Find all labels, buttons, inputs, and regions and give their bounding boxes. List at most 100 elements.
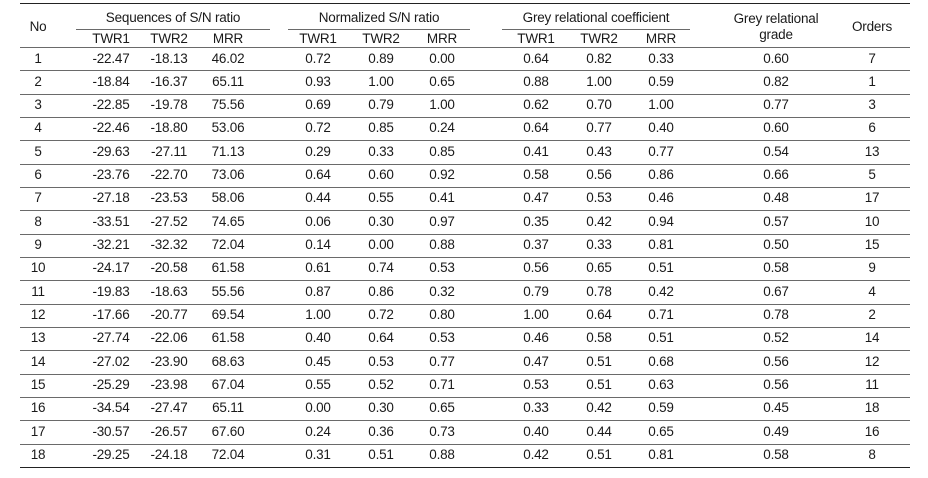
cell-sn-mrr-row18: 72.04	[211, 447, 245, 463]
cell-no-row7: 7	[34, 190, 42, 206]
cell-sn-twr2-row11: -18.63	[150, 283, 188, 299]
cell-grc-mrr-row10: 0.51	[648, 260, 674, 276]
cell-norm-mrr-row4: 0.24	[429, 120, 455, 136]
subheader-grc-twr2: TWR2	[580, 31, 618, 46]
header-group-grc: Grey relational coefficient	[522, 10, 670, 25]
cell-norm-twr1-row6: 0.64	[305, 167, 331, 183]
cell-grc-mrr-row2: 0.59	[648, 73, 674, 89]
cell-grc-twr2-row15: 0.51	[586, 377, 612, 393]
cell-sn-twr1-row10: -24.17	[92, 260, 130, 276]
cell-grc-mrr-row9: 0.81	[648, 237, 674, 253]
cell-sn-mrr-row12: 69.54	[211, 307, 245, 323]
group-underline-grc	[502, 29, 690, 30]
cell-norm-mrr-row14: 0.77	[429, 353, 455, 369]
cell-norm-mrr-row18: 0.88	[429, 447, 455, 463]
cell-sn-twr2-row17: -26.57	[150, 423, 188, 439]
cell-norm-twr1-row4: 0.72	[305, 120, 331, 136]
cell-grc-twr2-row11: 0.78	[586, 283, 612, 299]
cell-norm-twr1-row16: 0.00	[305, 400, 331, 416]
cell-norm-twr2-row1: 0.89	[368, 50, 394, 66]
cell-order-row3: 3	[868, 97, 876, 113]
cell-grade-row12: 0.78	[763, 307, 789, 323]
cell-grade-row15: 0.56	[763, 377, 789, 393]
cell-norm-twr2-row6: 0.60	[368, 167, 394, 183]
cell-grc-twr1-row1: 0.64	[523, 50, 549, 66]
row-divider	[20, 257, 910, 258]
cell-norm-twr2-row17: 0.36	[368, 423, 394, 439]
cell-no-row2: 2	[34, 73, 42, 89]
cell-order-row18: 8	[868, 447, 876, 463]
cell-sn-twr2-row15: -23.98	[150, 377, 188, 393]
cell-sn-mrr-row15: 67.04	[211, 377, 245, 393]
subheader-norm-twr1: TWR1	[299, 31, 337, 46]
header-no: No	[29, 19, 47, 34]
cell-grc-mrr-row7: 0.46	[648, 190, 674, 206]
cell-norm-twr2-row12: 0.72	[368, 307, 394, 323]
cell-sn-mrr-row4: 53.06	[211, 120, 245, 136]
cell-order-row12: 2	[868, 307, 876, 323]
cell-sn-twr1-row1: -22.47	[92, 50, 130, 66]
row-divider	[20, 164, 910, 165]
row-divider	[20, 234, 910, 235]
cell-no-row8: 8	[34, 213, 42, 229]
cell-grc-twr1-row6: 0.58	[523, 167, 549, 183]
cell-no-row9: 9	[34, 237, 42, 253]
cell-grc-twr1-row9: 0.37	[523, 237, 549, 253]
cell-sn-mrr-row17: 67.60	[211, 423, 245, 439]
cell-norm-twr2-row9: 0.00	[368, 237, 394, 253]
subheader-sn-mrr: MRR	[212, 31, 244, 46]
row-divider	[20, 280, 910, 281]
cell-sn-twr1-row7: -27.18	[92, 190, 130, 206]
row-divider	[20, 70, 910, 71]
cell-grc-twr1-row13: 0.46	[523, 330, 549, 346]
cell-no-row1: 1	[34, 50, 42, 66]
cell-grc-mrr-row16: 0.59	[648, 400, 674, 416]
cell-no-row3: 3	[34, 97, 42, 113]
cell-grc-twr2-row3: 0.70	[586, 97, 612, 113]
cell-sn-twr1-row2: -18.84	[92, 73, 130, 89]
cell-grc-twr2-row16: 0.42	[586, 400, 612, 416]
cell-norm-twr2-row14: 0.53	[368, 353, 394, 369]
cell-sn-twr2-row3: -19.78	[150, 97, 188, 113]
cell-sn-mrr-row14: 68.63	[211, 353, 245, 369]
cell-sn-twr2-row2: -16.37	[150, 73, 188, 89]
header-grade-line1: Grey relational	[733, 11, 819, 26]
cell-norm-mrr-row15: 0.71	[429, 377, 455, 393]
cell-sn-twr1-row16: -34.54	[92, 400, 130, 416]
header-orders: Orders	[851, 19, 893, 34]
cell-sn-mrr-row16: 65.11	[212, 400, 244, 416]
cell-norm-twr2-row11: 0.86	[368, 283, 394, 299]
cell-no-row11: 11	[31, 283, 45, 299]
row-divider	[20, 117, 910, 118]
cell-norm-twr2-row10: 0.74	[368, 260, 394, 276]
cell-grc-twr2-row18: 0.51	[586, 447, 612, 463]
cell-sn-twr1-row4: -22.46	[92, 120, 130, 136]
subheader-sn-twr2: TWR2	[150, 31, 188, 46]
row-divider	[20, 374, 910, 375]
row-divider	[20, 210, 910, 211]
row-divider	[20, 444, 910, 445]
subheader-grc-twr1: TWR1	[517, 31, 555, 46]
cell-sn-mrr-row6: 73.06	[211, 167, 245, 183]
cell-order-row9: 15	[864, 237, 880, 253]
cell-sn-mrr-row9: 72.04	[211, 237, 245, 253]
cell-sn-twr2-row1: -18.13	[150, 50, 188, 66]
cell-no-row18: 18	[30, 447, 46, 463]
cell-sn-twr2-row13: -22.06	[150, 330, 188, 346]
cell-sn-mrr-row8: 74.65	[211, 213, 245, 229]
cell-sn-mrr-row13: 61.58	[211, 330, 245, 346]
cell-sn-twr1-row12: -17.66	[92, 307, 130, 323]
cell-grade-row16: 0.45	[763, 400, 789, 416]
cell-norm-twr1-row5: 0.29	[305, 143, 331, 159]
cell-no-row10: 10	[30, 260, 46, 276]
cell-no-row12: 12	[30, 307, 46, 323]
cell-norm-mrr-row1: 0.00	[429, 50, 455, 66]
cell-grc-mrr-row8: 0.94	[648, 213, 674, 229]
cell-sn-twr2-row7: -23.53	[150, 190, 188, 206]
cell-grc-twr1-row11: 0.79	[523, 283, 549, 299]
cell-grc-twr1-row16: 0.33	[523, 400, 549, 416]
row-divider	[20, 94, 910, 95]
header-group-sn: Sequences of S/N ratio	[105, 10, 241, 25]
cell-norm-twr2-row8: 0.30	[368, 213, 394, 229]
